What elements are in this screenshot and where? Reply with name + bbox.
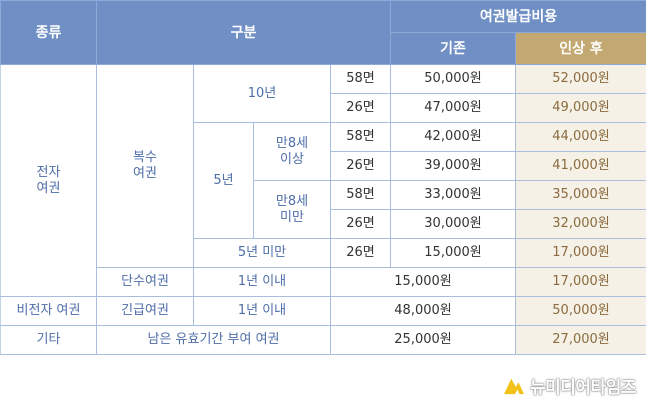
electronic-passport-label: 전자 여권	[0, 64, 97, 297]
header-category: 구분	[95, 0, 392, 65]
price-before: 33,000원	[390, 180, 517, 210]
price-after: 17,000원	[515, 267, 646, 297]
header-before: 기존	[390, 32, 517, 65]
non-electronic-passport-label: 비전자 여권	[0, 296, 97, 326]
multiple-passport-label: 복수 여권	[96, 64, 194, 268]
price-after: 35,000원	[515, 180, 646, 210]
pages: 26면	[329, 209, 392, 239]
price-after: 17,000원	[515, 238, 646, 268]
pages: 26면	[329, 151, 392, 181]
price-before: 48,000원	[329, 296, 517, 326]
pages: 26면	[329, 238, 392, 268]
price-before: 39,000원	[390, 151, 517, 181]
other-label: 기타	[0, 325, 97, 355]
price-after: 52,000원	[515, 64, 646, 94]
under-5-year-label: 5년 미만	[193, 238, 331, 268]
age-8-over-label: 만8세 이상	[253, 122, 331, 181]
price-before: 47,000원	[390, 93, 517, 123]
price-after: 44,000원	[515, 122, 646, 152]
age-8-under-label: 만8세 미만	[253, 180, 331, 239]
price-before: 15,000원	[329, 267, 517, 297]
price-after: 49,000원	[515, 93, 646, 123]
pages: 58면	[329, 180, 392, 210]
price-before: 30,000원	[390, 209, 517, 239]
header-fee: 여권발급비용	[390, 0, 646, 33]
logo-mark-icon	[504, 378, 525, 394]
price-before: 25,000원	[329, 325, 517, 355]
pages: 58면	[329, 64, 392, 94]
watermark-text: 뉴미디어타임즈	[530, 378, 636, 398]
price-after: 50,000원	[515, 296, 646, 326]
emergency-passport-label: 긴급여권	[96, 296, 194, 326]
validity-label: 1년 이내	[193, 296, 331, 326]
remaining-validity-label: 남은 유효기간 부여 여권	[96, 325, 331, 355]
price-after: 32,000원	[515, 209, 646, 239]
pages: 26면	[329, 93, 392, 123]
10-year-label: 10년	[193, 64, 331, 123]
pages: 58면	[329, 122, 392, 152]
price-after: 27,000원	[515, 325, 646, 355]
5-year-label: 5년	[193, 122, 254, 239]
header-after: 인상 후	[515, 32, 646, 65]
price-before: 15,000원	[390, 238, 517, 268]
header-type: 종류	[0, 0, 97, 65]
validity-label: 1년 이내	[193, 267, 331, 297]
watermark-logo: 뉴미디어타임즈	[502, 373, 636, 398]
price-before: 42,000원	[390, 122, 517, 152]
passport-fee-table: 종류 구분 여권발급비용 기존 인상 후 전자 여권 복수 여권 10년 58면…	[0, 0, 646, 355]
price-before: 50,000원	[390, 64, 517, 94]
price-after: 41,000원	[515, 151, 646, 181]
single-passport-label: 단수여권	[96, 267, 194, 297]
